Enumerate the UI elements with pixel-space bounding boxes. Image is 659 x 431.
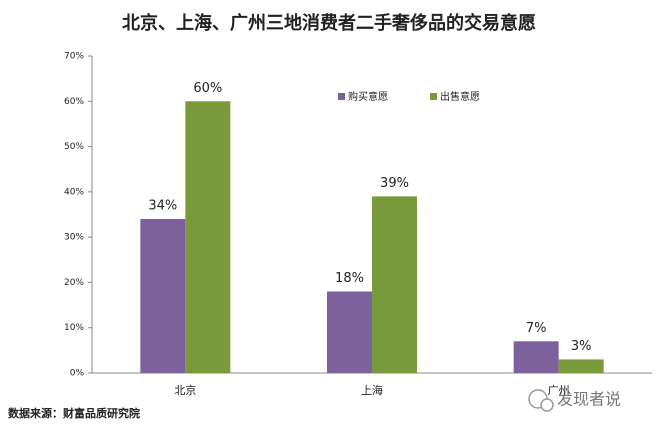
value-label: 7%: [526, 321, 547, 336]
y-tick-label: 40%: [64, 187, 84, 197]
bar: [513, 341, 559, 373]
x-tick-label: 上海: [361, 383, 383, 397]
x-tick-label: 北京: [174, 383, 196, 397]
source: 数据来源：财富品质研究院: [8, 406, 140, 420]
y-tick-label: 30%: [64, 233, 84, 243]
bar: [185, 101, 231, 374]
value-label: 34%: [148, 199, 177, 214]
legend-label: 出售意愿: [440, 90, 480, 103]
watermark-icon: [528, 389, 554, 412]
value-label: 60%: [193, 81, 222, 96]
chart-title: 北京、上海、广州三地消费者二手奢侈品的交易意愿: [122, 12, 536, 34]
y-tick-label: 20%: [64, 278, 84, 288]
y-tick-label: 70%: [64, 52, 84, 62]
legend-swatch: [430, 93, 437, 100]
value-label: 18%: [335, 271, 364, 286]
legend-swatch: [338, 93, 345, 100]
legend-label: 购买意愿: [348, 90, 388, 103]
bar: [140, 219, 186, 373]
y-tick-label: 50%: [64, 142, 84, 152]
bar: [327, 291, 372, 373]
x-tick-label: 广州: [548, 384, 570, 397]
bar: [558, 359, 604, 373]
y-tick-label: 60%: [64, 97, 84, 107]
watermark: 发现者说: [557, 390, 621, 409]
y-tick-label: 10%: [64, 323, 84, 333]
y-tick-label: 0%: [70, 369, 85, 379]
value-label: 3%: [571, 339, 592, 354]
bar: [372, 196, 417, 373]
value-label: 39%: [380, 176, 409, 191]
